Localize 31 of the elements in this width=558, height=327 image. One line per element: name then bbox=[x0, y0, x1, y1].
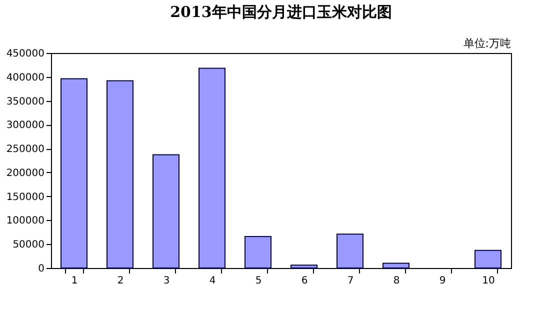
y-tick-label: 450000 bbox=[6, 48, 44, 60]
y-tick-label: 300000 bbox=[6, 120, 44, 132]
bar bbox=[244, 236, 272, 268]
bar bbox=[382, 262, 410, 268]
y-tick-label: 0 bbox=[38, 264, 44, 274]
x-tick-label: 4 bbox=[209, 276, 216, 286]
x-tick-label: 8 bbox=[393, 276, 400, 286]
y-tick-label: 250000 bbox=[6, 144, 44, 156]
bar bbox=[474, 250, 502, 268]
chart-title: 2013年中国分月进口玉米对比图 bbox=[170, 3, 392, 21]
x-tick-label: 1 bbox=[71, 276, 78, 286]
x-tick-label: 10 bbox=[482, 276, 495, 286]
x-tick-label: 2 bbox=[117, 276, 124, 286]
y-tick-label: 150000 bbox=[6, 192, 44, 203]
x-tick-label: 6 bbox=[301, 276, 308, 286]
x-tick-label: 7 bbox=[347, 276, 354, 286]
y-tick-label: 400000 bbox=[6, 72, 44, 84]
y-tick-label: 100000 bbox=[6, 216, 44, 227]
bar bbox=[60, 78, 88, 268]
y-tick-label: 350000 bbox=[6, 96, 44, 108]
bar bbox=[290, 264, 318, 268]
x-tick-label: 9 bbox=[439, 276, 446, 286]
y-tick-label: 200000 bbox=[6, 168, 44, 179]
bar bbox=[106, 80, 134, 268]
bar bbox=[152, 154, 180, 268]
x-tick-label: 5 bbox=[255, 276, 262, 286]
bar bbox=[336, 234, 364, 268]
x-tick-label: 3 bbox=[163, 276, 170, 286]
text: 单位:万吨 bbox=[463, 37, 511, 50]
y-tick-label: 50000 bbox=[12, 240, 44, 251]
bar bbox=[198, 68, 226, 268]
